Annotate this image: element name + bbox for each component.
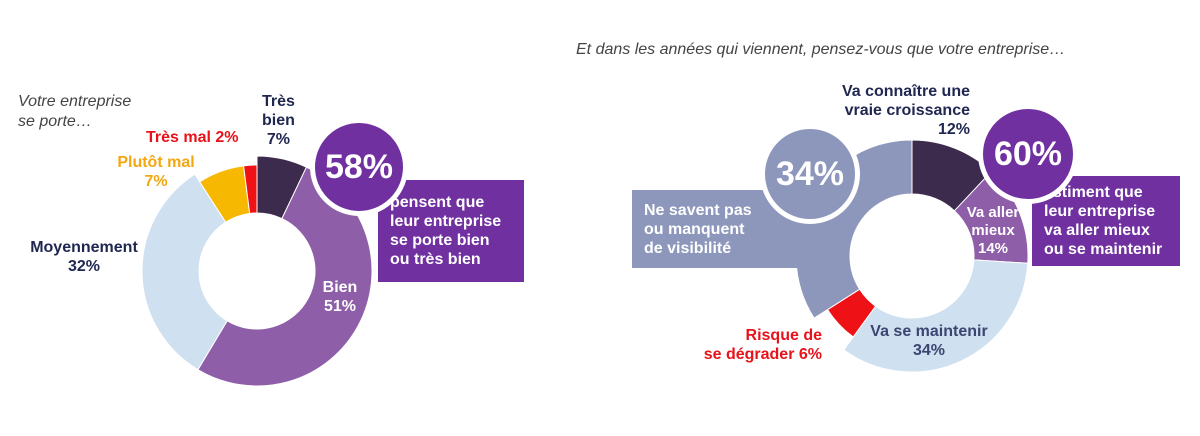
slice-moyennement [141,173,228,371]
label-croissance: Va connaître une vraie croissance 12% [841,83,970,138]
secondary-box-right: Ne savent pas ou manquent de visibilité [632,190,808,268]
secondary-pct-right: 34% [760,124,860,224]
highlight-pct-right: 60% [978,104,1078,204]
label-maintenir: Va se maintenir 34% [870,323,988,359]
label-plutot-mal: Plutôt mal 7% [117,154,195,190]
label-bien: Bien 51% [322,279,358,315]
slice-bien [197,166,373,387]
highlight-pct-left: 58% [310,118,408,216]
label-tres-mal: Très mal 2% [146,129,239,146]
label-moyennement: Moyennement 32% [30,239,138,275]
highlight-box-left: pensent que leur entreprise se porte bie… [378,180,524,282]
slice-tr-s-mal [243,164,258,215]
label-tres-bien: Très bien 7% [262,93,295,148]
label-mieux: Va aller mieux 14% [966,204,1020,257]
label-degrader: Risque de se dégrader 6% [703,327,822,363]
question-right: Et dans les années qui viennent, pensez-… [576,41,1066,58]
question-left: Votre entreprise se porte… [18,93,132,130]
slice-va-se-maintenir [843,259,1029,373]
donut-left [141,155,373,387]
